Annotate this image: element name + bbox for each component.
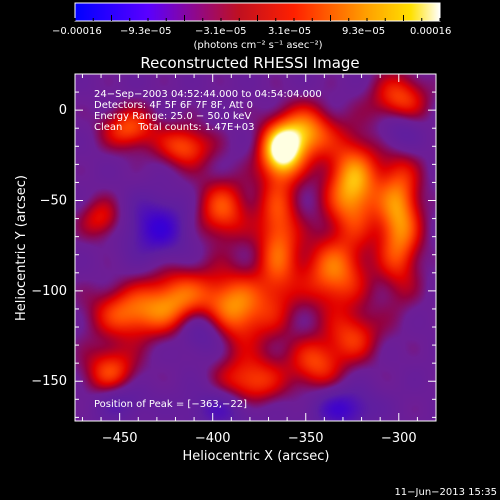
y-tick-label-0: 0: [59, 103, 67, 118]
footer-timestamp: 11−Jun−2013 15:35: [394, 487, 497, 498]
x-tick-label-3: −300: [381, 431, 417, 446]
colorbar-tick-label-2: −3.1e−05: [195, 26, 247, 37]
y-tick-label-3: −150: [31, 374, 67, 389]
x-tick-label-2: −350: [288, 431, 324, 446]
colorbar-unit-label: (photons cm⁻² s⁻¹ asec⁻²): [193, 40, 322, 51]
axes: [75, 74, 437, 421]
annotation-counts: Clean Total counts: 1.47E+03: [94, 122, 254, 133]
y-tick-label-2: −100: [31, 284, 67, 299]
heatmap-image: [75, 74, 436, 421]
x-axis-label: Heliocentric X (arcsec): [183, 449, 330, 464]
y-axis-label: Heliocentric Y (arcsec): [14, 175, 29, 321]
annotation-energy: Energy Range: 25.0 − 50.0 keV: [94, 111, 251, 122]
x-tick-label-0: −450: [102, 431, 138, 446]
annotation-time: 24−Sep−2003 04:52:44.000 to 04:54:04.000: [94, 89, 322, 100]
plot-frame: [74, 73, 437, 422]
colorbar-tick-label-5: 0.00016: [410, 26, 451, 37]
colorbar-ticks: [74, 15, 441, 21]
chart-title: Reconstructed RHESSI Image: [140, 54, 359, 72]
colorbar-tick-label-3: 3.1e−05: [268, 26, 311, 37]
x-tick-label-1: −400: [195, 431, 231, 446]
y-tick-label-1: −50: [40, 194, 67, 209]
colorbar-tick-label-1: −9.3e−05: [120, 26, 172, 37]
annotation-detectors: Detectors: 4F 5F 6F 7F 8F, Att 0: [94, 100, 253, 111]
colorbar-tick-label-0: −0.00016: [52, 26, 102, 37]
peak-position-label: Position of Peak = [−363,−22]: [94, 399, 247, 410]
colorbar-tick-label-4: 9.3e−05: [342, 26, 385, 37]
